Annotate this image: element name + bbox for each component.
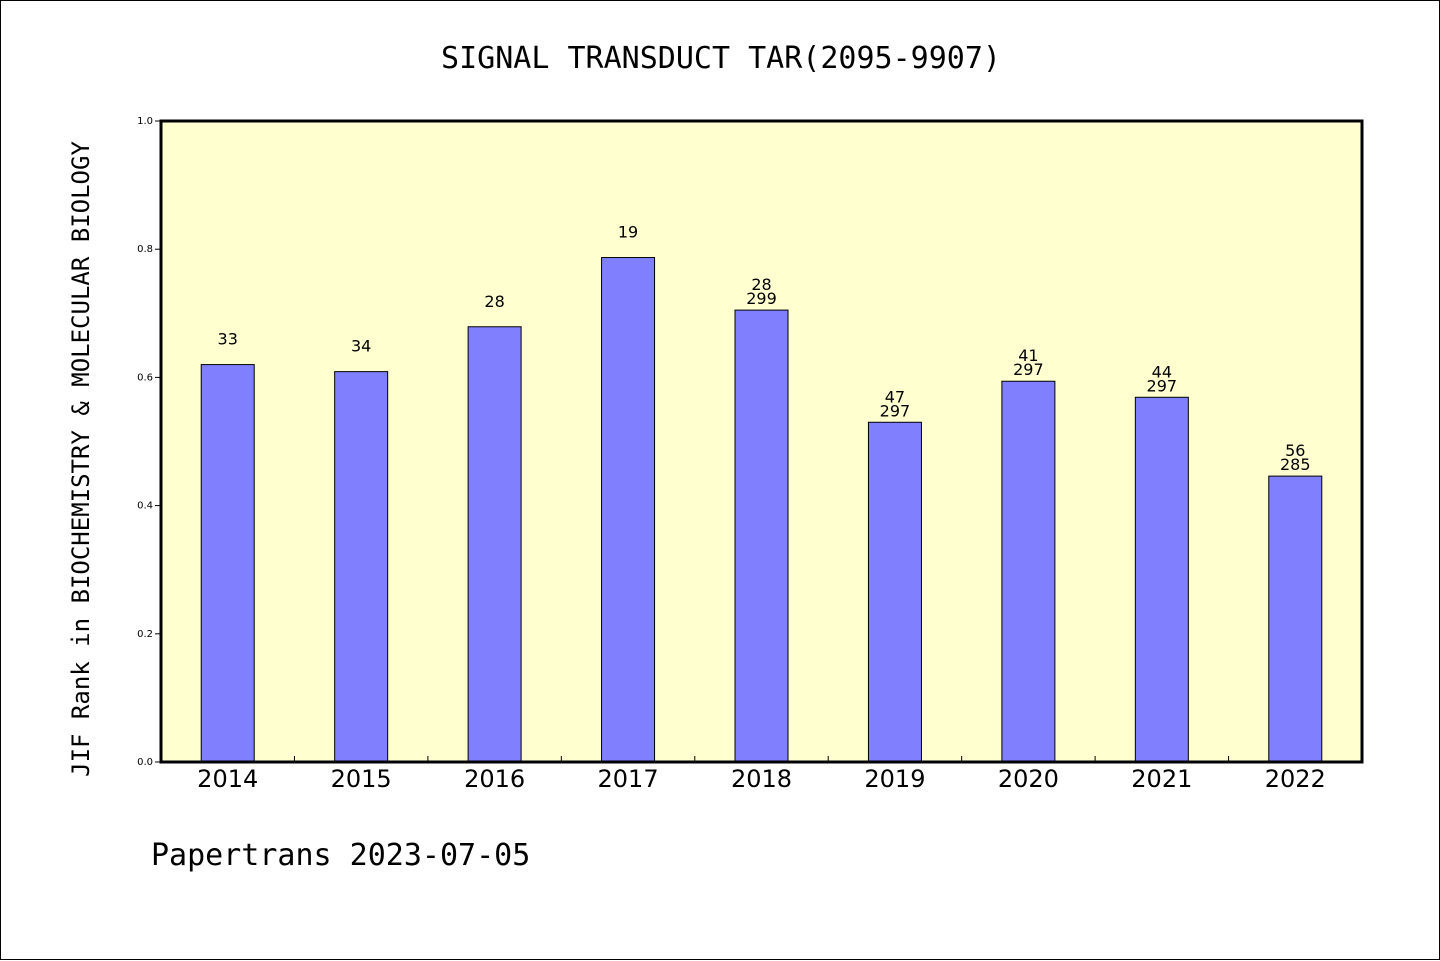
y-tick-label: 0.2 — [137, 629, 153, 640]
x-tick-label: 2022 — [1265, 765, 1326, 793]
data-label: 44 — [1152, 362, 1172, 381]
bar-2015 — [334, 371, 389, 763]
data-label: 299 — [746, 289, 777, 308]
data-label: 41 — [1018, 346, 1038, 365]
chart-title: SIGNAL TRANSDUCT TAR(2095-9907) — [441, 41, 1001, 76]
x-tick-label: 2018 — [731, 765, 792, 793]
data-label: 297 — [1147, 376, 1178, 395]
bar-2022 — [1268, 475, 1323, 763]
data-label: 33 — [218, 330, 238, 349]
data-label: 47 — [885, 387, 905, 406]
x-tick-label: 2020 — [998, 765, 1059, 793]
x-tick-label: 2017 — [598, 765, 659, 793]
y-tick-label: 0.6 — [137, 372, 153, 383]
y-tick-label: 0.8 — [137, 244, 153, 255]
y-tick-label: 0.4 — [137, 501, 153, 512]
plot-border — [159, 119, 1364, 764]
x-tick-label: 2014 — [197, 765, 258, 793]
bar-2017 — [601, 257, 656, 763]
footer-text: Papertrans 2023-07-05 — [151, 838, 530, 873]
data-label: 285 — [1280, 455, 1311, 474]
bar-2021 — [1134, 396, 1189, 763]
data-label: 28 — [751, 275, 771, 294]
x-tick-label: 2021 — [1131, 765, 1192, 793]
data-label: 297 — [880, 401, 911, 420]
bar-2014 — [200, 364, 255, 763]
data-label: 34 — [351, 337, 371, 356]
bar-2020 — [1001, 380, 1056, 763]
data-label: 297 — [1013, 360, 1044, 379]
bar-2018 — [734, 309, 789, 763]
data-label: 28 — [484, 292, 504, 311]
bar-2016 — [467, 326, 522, 763]
x-tick-label: 2019 — [864, 765, 925, 793]
data-label: 56 — [1285, 441, 1305, 460]
bar-2019 — [867, 421, 922, 763]
bars — [200, 257, 1323, 763]
x-tick-label: 2015 — [331, 765, 392, 793]
x-tick-label: 2016 — [464, 765, 525, 793]
data-label: 19 — [618, 223, 638, 242]
y-tick-label: 0.0 — [137, 757, 153, 768]
y-axis-label: JIF Rank in BIOCHEMISTRY & MOLECULAR BIO… — [67, 141, 95, 777]
y-tick-label: 1.0 — [137, 116, 153, 127]
y-axis: 0.0 0.2 0.4 0.6 0.8 1.0 — [137, 116, 161, 768]
x-axis: 2014 2015 2016 2017 2018 2019 2020 2021 2022 — [197, 756, 1326, 793]
